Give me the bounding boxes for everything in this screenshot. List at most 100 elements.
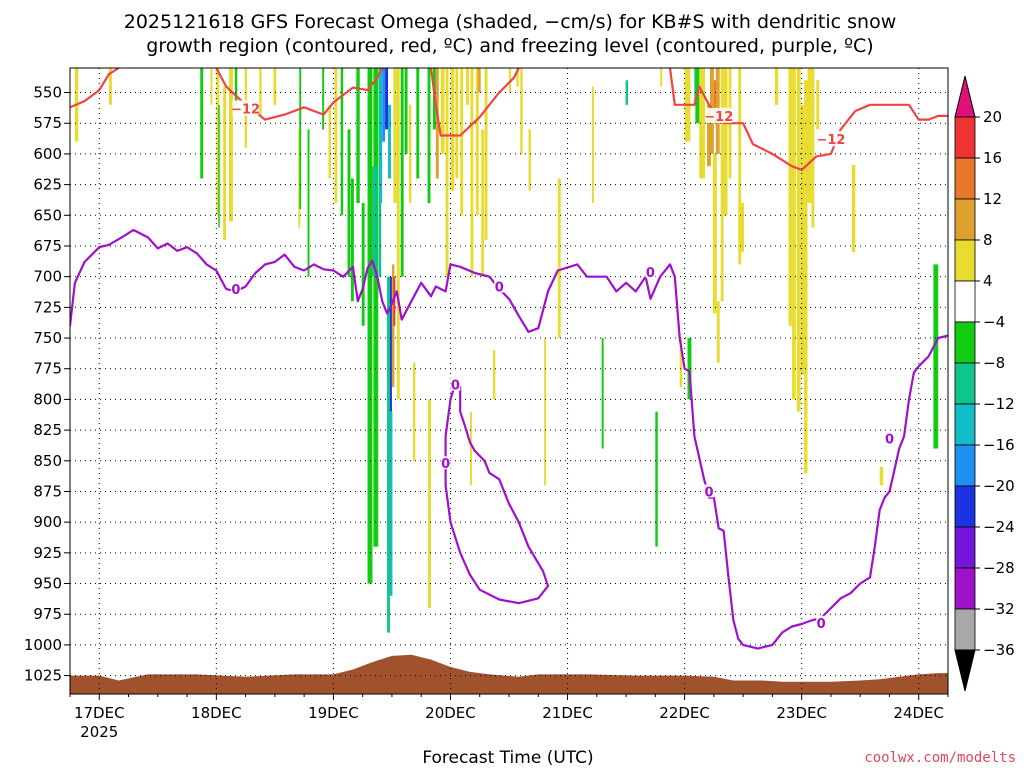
omega-cell: [851, 164, 856, 253]
omega-cell: [428, 399, 431, 609]
colorbar-swatch: [954, 567, 976, 610]
colorbar-swatch: [954, 444, 976, 487]
omega-cell: [788, 68, 792, 326]
omega-cell: [816, 80, 820, 130]
y-tick-label: 750: [33, 329, 62, 347]
omega-cell: [334, 68, 338, 204]
plot-area: −12 −12 −12 0 0 0 0 0 0 0 0 550 575 600 625 650 675 700 72…: [24, 67, 949, 741]
omega-cell: [774, 68, 779, 105]
contour-label-bg: [450, 377, 461, 391]
colorbar: 20 16 12 8 4 −4 −8 −12 −16 −20 −24 −28 −32 −36: [954, 75, 1015, 692]
omega-cell: [216, 68, 220, 216]
y-tick-label: 550: [33, 84, 62, 102]
omega-cell: [435, 68, 439, 179]
y-tick-label: 975: [33, 605, 62, 623]
colorbar-under-arrow: [954, 649, 976, 692]
y-tick-label: 900: [33, 513, 62, 531]
y-tick-label: 725: [33, 298, 62, 316]
colorbar-swatch: [954, 526, 976, 569]
omega-cell: [470, 68, 474, 277]
x-tick-sublabel: 2025: [80, 723, 118, 741]
omega-cell: [389, 276, 392, 412]
colorbar-swatch: [954, 198, 976, 241]
colorbar-label: −8: [983, 354, 1005, 372]
contour-line: [668, 68, 948, 171]
omega-cell: [557, 178, 561, 339]
contour-label-red: −12: [231, 103, 260, 118]
contour-label-purple: 0: [646, 266, 655, 281]
omega-cell: [707, 104, 711, 167]
colorbar-label: 4: [983, 272, 993, 290]
contour-label-purple: 0: [231, 283, 240, 298]
colorbar-label: 16: [983, 149, 1002, 167]
contour-label-bg: [494, 279, 505, 293]
y-tick-label: 625: [33, 176, 62, 194]
x-tick-label: 22DEC: [659, 704, 710, 722]
omega-cell: [361, 203, 365, 326]
contour-label-bg: [816, 615, 827, 629]
omega-cell: [400, 68, 404, 277]
omega-cell: [450, 68, 455, 191]
contour-label-purple: 0: [885, 433, 894, 448]
contour-line: [70, 68, 120, 109]
omega-cell: [391, 264, 395, 388]
omega-cell: [687, 338, 692, 400]
omega-cell: [679, 338, 683, 388]
omega-cell: [625, 80, 629, 105]
omega-cell: [356, 68, 360, 204]
omega-cell: [528, 129, 531, 191]
omega-cell: [382, 68, 386, 142]
omega-cell: [379, 68, 383, 204]
contour-label-bg: [645, 264, 656, 278]
omega-cell: [340, 68, 344, 216]
omega-cell: [389, 411, 393, 596]
omega-cell: [109, 68, 112, 105]
colorbar-swatch: [954, 280, 976, 323]
omega-cell: [229, 68, 233, 222]
x-tick-label: 21DEC: [542, 704, 593, 722]
y-tick-label: 950: [33, 575, 62, 593]
x-tick-label: 23DEC: [776, 704, 827, 722]
y-tick-label: 800: [33, 390, 62, 408]
contour-label-purple: 0: [441, 457, 450, 472]
omega-cell: [350, 178, 354, 302]
omega-cell: [738, 68, 742, 265]
omega-cell: [393, 68, 397, 204]
omega-cell: [460, 68, 464, 216]
colorbar-label: 20: [983, 108, 1002, 126]
omega-cell: [299, 68, 302, 210]
omega-cell: [492, 350, 496, 400]
contour-label-purple: 0: [495, 280, 504, 295]
y-tick-label: 775: [33, 360, 62, 378]
x-tick-label: 18DEC: [191, 704, 242, 722]
omega-cell: [796, 68, 801, 412]
omega-cell: [396, 68, 400, 400]
colorbar-swatch: [954, 608, 976, 651]
colorbar-label: −24: [983, 518, 1015, 536]
omega-cell: [475, 68, 479, 216]
omega-cell: [544, 338, 547, 486]
terrain-surface: [70, 654, 948, 694]
omega-cell: [372, 166, 378, 277]
y-tick-label: 675: [33, 237, 62, 255]
plot-body: −12 −12 −12 0 0 0 0 0 0 0 0: [70, 68, 948, 694]
contour-label-purple: 0: [704, 485, 713, 500]
contour-label-bg: [230, 281, 241, 295]
colorbar-over-arrow: [954, 75, 976, 118]
contour-label-bg: [232, 100, 259, 116]
y-tick-label: 700: [33, 268, 62, 286]
colorbar-label: −36: [983, 641, 1015, 659]
omega-cell: [716, 301, 720, 363]
contour-label-red: −12: [704, 110, 733, 125]
credit-text: coolwx.com/modelts: [864, 750, 1016, 766]
contour-label-purple: 0: [451, 379, 460, 394]
y-tick-label: 1025: [24, 667, 62, 685]
omega-cell: [740, 203, 745, 253]
omega-cell: [412, 362, 416, 461]
contour-label-bg: [817, 131, 844, 147]
colorbar-swatch: [954, 239, 976, 282]
y-tick-label: 600: [33, 145, 62, 163]
freezing-level-contour: [70, 228, 948, 650]
omega-cell: [210, 68, 213, 105]
omega-cell: [484, 68, 488, 240]
